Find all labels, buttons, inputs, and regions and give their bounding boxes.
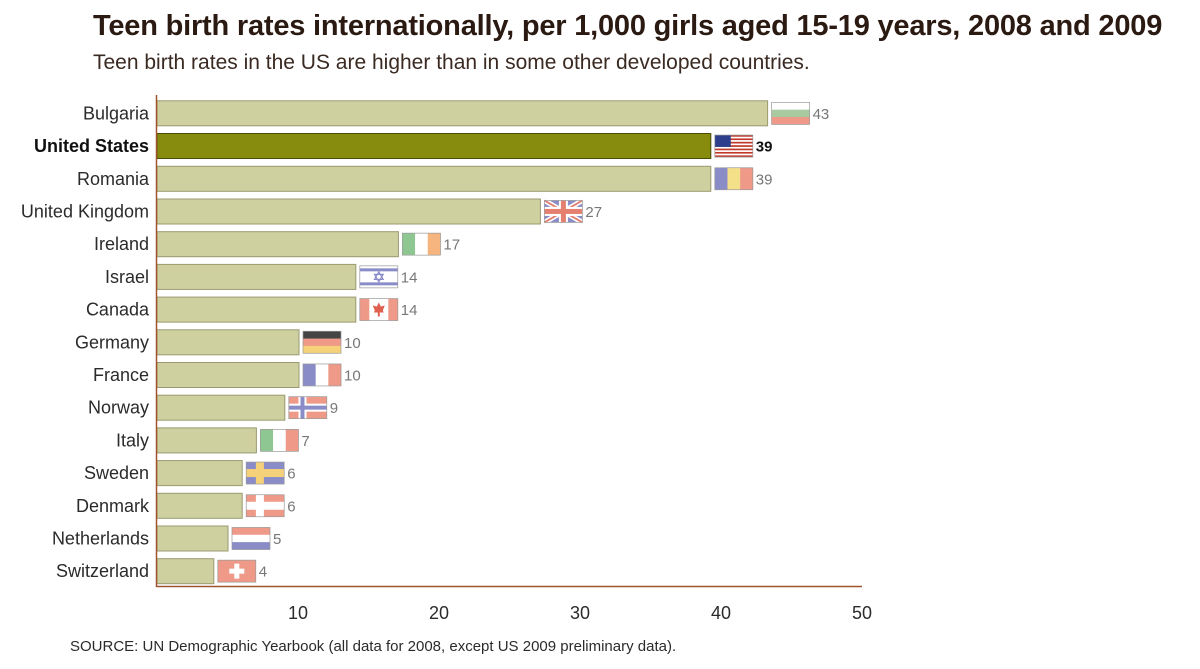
israel-flag-icon (359, 265, 399, 289)
bar-italy (156, 427, 257, 454)
value-label: 27 (585, 204, 602, 221)
value-label: 14 (401, 302, 418, 319)
bar-romania (156, 165, 712, 192)
value-label: 39 (756, 171, 773, 188)
united-states-flag-icon (714, 134, 754, 158)
value-label: 6 (287, 498, 295, 515)
category-label: Bulgaria (83, 103, 150, 123)
value-label: 9 (330, 400, 338, 417)
sweden-flag-icon (245, 461, 285, 485)
category-label: Switzerland (56, 561, 149, 581)
category-label: Romania (77, 169, 150, 189)
category-label: Netherlands (52, 529, 149, 549)
value-label: 14 (401, 269, 418, 286)
bar-israel (156, 263, 357, 290)
category-label: Norway (88, 398, 149, 418)
value-label: 39 (756, 139, 773, 156)
bar-switzerland (156, 558, 215, 585)
norway-flag-icon (288, 396, 328, 419)
bar-canada (156, 296, 357, 323)
x-tick-label: 50 (852, 603, 872, 623)
value-label: 5 (273, 531, 281, 548)
bar-sweden (156, 460, 243, 487)
value-label: 10 (344, 368, 361, 385)
x-tick-label: 30 (570, 603, 590, 623)
bar-norway (156, 394, 286, 421)
category-label: United Kingdom (21, 202, 149, 222)
chart-subtitle: Teen birth rates in the US are higher th… (93, 51, 810, 74)
italy-flag-icon (260, 429, 299, 452)
bar-united-states (156, 133, 712, 159)
chart-title: Teen birth rates internationally, per 1,… (93, 10, 1163, 42)
switzerland-flag-icon (217, 559, 257, 583)
france-flag-icon (302, 363, 342, 387)
category-label: Germany (75, 332, 149, 352)
value-label: 4 (259, 564, 267, 581)
united-kingdom-flag-icon (543, 198, 584, 225)
germany-flag-icon (302, 330, 342, 354)
bar-germany (156, 329, 300, 356)
source-note: SOURCE: UN Demographic Yearbook (all dat… (70, 638, 677, 655)
value-label: 6 (287, 466, 295, 483)
category-label: Israel (105, 267, 149, 287)
x-tick-label: 40 (711, 603, 731, 623)
category-label: United States (34, 136, 149, 156)
category-label: Canada (86, 300, 150, 320)
category-label: Sweden (84, 463, 149, 483)
bulgaria-flag-icon (771, 101, 810, 125)
canada-flag-icon (359, 298, 399, 321)
category-label: France (93, 365, 149, 385)
x-tick-label: 10 (288, 603, 308, 623)
bar-ireland (156, 231, 399, 258)
bar-denmark (156, 492, 243, 519)
denmark-flag-icon (245, 494, 285, 518)
category-label: Italy (116, 430, 149, 450)
x-tick-label: 20 (429, 603, 449, 623)
netherlands-flag-icon (231, 527, 271, 550)
ireland-flag-icon (402, 232, 441, 256)
bar-bulgaria (156, 100, 769, 127)
value-label: 43 (813, 106, 830, 123)
category-label: Denmark (76, 496, 150, 516)
category-label: Ireland (94, 234, 149, 254)
bar-united-kingdom (156, 198, 541, 225)
romania-flag-icon (714, 167, 754, 191)
bar-netherlands (156, 525, 229, 552)
bar-france (156, 362, 300, 388)
value-label: 10 (344, 335, 361, 352)
value-label: 17 (443, 237, 460, 254)
value-label: 7 (301, 433, 309, 450)
